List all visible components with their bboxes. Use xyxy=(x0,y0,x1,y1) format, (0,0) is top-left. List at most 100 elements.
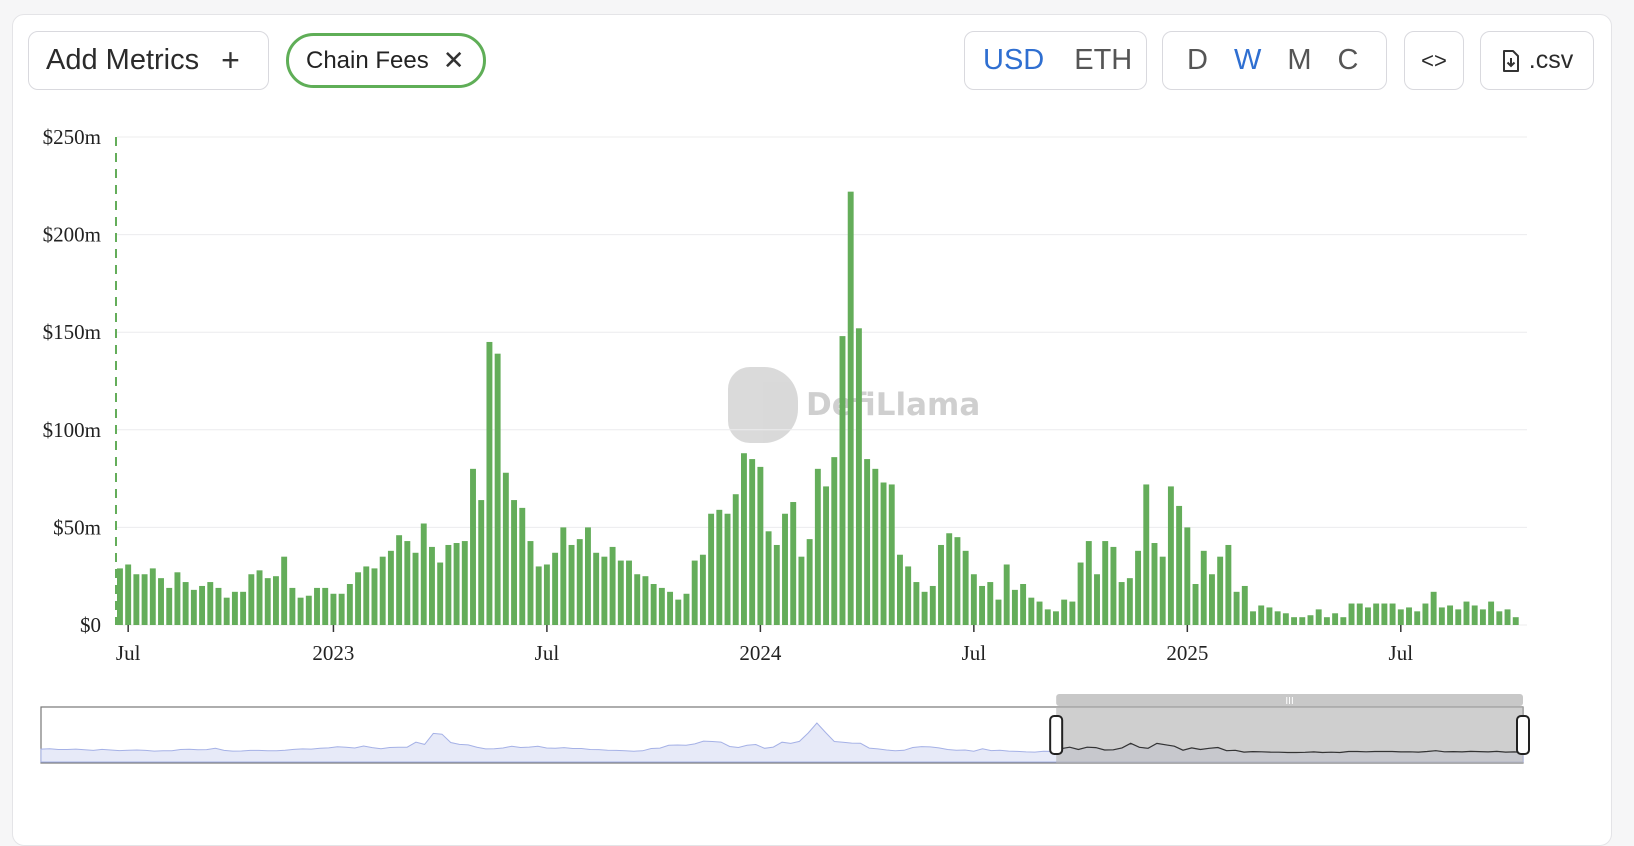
bar-chain-fees xyxy=(158,578,164,625)
bar-chain-fees xyxy=(215,587,222,625)
bar-chain-fees xyxy=(1077,562,1084,625)
bar-chain-fees xyxy=(839,336,846,625)
brush-drag-bar xyxy=(1056,694,1523,706)
bar-chain-fees xyxy=(149,568,156,625)
bar-chain-fees xyxy=(617,560,624,625)
defillama-watermark: DefiLlama xyxy=(728,367,980,443)
y-tick-label: $150m xyxy=(43,320,101,344)
close-icon[interactable]: ✕ xyxy=(442,45,465,75)
bar-chain-fees xyxy=(1258,605,1265,625)
bar-chain-fees xyxy=(757,466,764,625)
bar-chain-fees xyxy=(338,593,345,625)
bar-chain-fees xyxy=(765,531,772,625)
bar-chain-fees xyxy=(847,191,854,625)
bar-chain-fees xyxy=(199,585,206,625)
period-option-monthly[interactable]: M xyxy=(1287,44,1312,76)
brush-drag-grip: III xyxy=(1285,696,1293,707)
bar-chain-fees xyxy=(683,593,690,625)
bar-chain-fees xyxy=(437,562,444,625)
bar-chain-fees xyxy=(626,560,632,625)
bar-chain-fees xyxy=(502,472,509,625)
period-option-weekly[interactable]: W xyxy=(1233,44,1262,76)
embed-button[interactable]: <> xyxy=(1404,31,1464,90)
bar-chain-fees xyxy=(732,494,739,625)
chain-fees-chart: $0 $50m $100m $150m $200m $250m Jul 2023 Jul 202… xyxy=(40,125,1530,764)
bar-chain-fees xyxy=(1496,611,1503,625)
x-tick-label: Jul xyxy=(535,641,560,665)
bar-chain-fees xyxy=(478,500,485,625)
bar-chain-fees xyxy=(1135,550,1142,625)
file-download-icon xyxy=(1502,49,1519,72)
bar-chain-fees xyxy=(938,544,944,625)
bar-chain-fees xyxy=(363,566,370,625)
bar-chain-fees xyxy=(461,541,468,625)
bar-chain-fees xyxy=(1291,617,1298,625)
bar-chain-fees xyxy=(872,468,879,625)
y-tick-label: $100m xyxy=(43,418,101,442)
bar-chain-fees xyxy=(445,544,452,625)
chart-toolbar: Add Metrics + Chain Fees ✕ USD ETH D W M… xyxy=(13,15,1611,105)
bar-chain-fees xyxy=(256,570,263,625)
bar-chain-fees xyxy=(1209,574,1215,625)
bar-chain-fees xyxy=(1151,543,1158,625)
bar-chain-fees xyxy=(511,500,518,625)
period-toggle: D W M C xyxy=(1162,31,1387,90)
bar-chain-fees xyxy=(494,353,501,625)
bar-chain-fees xyxy=(297,597,304,625)
plus-icon: + xyxy=(221,42,240,78)
bar-chain-fees xyxy=(905,566,912,625)
bar-chain-fees xyxy=(1430,591,1437,625)
bar-chain-fees xyxy=(1225,544,1232,625)
csv-label: .csv xyxy=(1528,46,1574,74)
bar-chain-fees xyxy=(1406,607,1412,625)
bar-chain-fees xyxy=(453,543,460,625)
period-option-daily[interactable]: D xyxy=(1187,44,1208,76)
bar-chain-fees xyxy=(1053,611,1059,625)
bar-chain-fees xyxy=(1422,603,1429,625)
x-tick-label: Jul xyxy=(962,641,987,665)
bar-chain-fees xyxy=(749,459,756,625)
bar-chain-fees xyxy=(987,582,994,625)
bar-chain-fees xyxy=(1167,486,1174,625)
bar-chain-fees xyxy=(1036,601,1043,625)
bar-chain-fees xyxy=(387,550,394,625)
bar-chain-fees xyxy=(741,453,747,625)
bar-chain-fees xyxy=(1184,527,1191,625)
bar-chain-fees xyxy=(1512,617,1519,625)
bar-chain-fees xyxy=(396,535,403,625)
brush-selected-line xyxy=(1060,742,1524,754)
bar-chain-fees xyxy=(601,556,608,625)
bar-chain-fees xyxy=(240,591,247,625)
grid-lines xyxy=(115,136,1527,626)
bar-chain-fees xyxy=(330,593,337,625)
brush-handle[interactable] xyxy=(1516,715,1530,755)
bar-chain-fees xyxy=(1356,603,1363,625)
bar-chain-fees xyxy=(125,564,132,625)
currency-toggle: USD ETH xyxy=(964,31,1147,90)
bar-chain-fees xyxy=(888,484,895,625)
currency-option-eth[interactable]: ETH xyxy=(1074,44,1133,76)
x-tick-label: 2025 xyxy=(1166,641,1208,665)
y-tick-label: $250m xyxy=(43,125,101,149)
code-icon: <> xyxy=(1421,47,1447,73)
currency-option-usd[interactable]: USD xyxy=(983,44,1045,76)
bar-chain-fees xyxy=(1299,617,1306,625)
bar-chain-fees xyxy=(1003,564,1010,625)
add-metrics-button[interactable]: Add Metrics + xyxy=(28,31,269,90)
bar-chain-fees xyxy=(1143,484,1150,625)
bar-chain-fees xyxy=(1069,601,1076,625)
bar-chain-fees xyxy=(248,574,255,625)
metric-chip-chain-fees[interactable]: Chain Fees ✕ xyxy=(286,33,486,88)
range-brush: III xyxy=(40,694,1530,764)
y-tick-label: $50m xyxy=(53,515,101,539)
bar-chain-fees xyxy=(1110,546,1117,625)
csv-download-button[interactable]: .csv xyxy=(1480,31,1594,90)
bar-chain-fees xyxy=(1315,609,1322,625)
bar-chain-fees xyxy=(412,552,419,625)
period-option-cumulative[interactable]: C xyxy=(1337,44,1359,76)
bar-chain-fees xyxy=(552,552,559,625)
brush-handle[interactable] xyxy=(1049,715,1064,755)
bar-chain-fees xyxy=(855,328,862,625)
bar-chain-fees xyxy=(1307,615,1314,625)
bar-chain-fees xyxy=(979,585,986,625)
